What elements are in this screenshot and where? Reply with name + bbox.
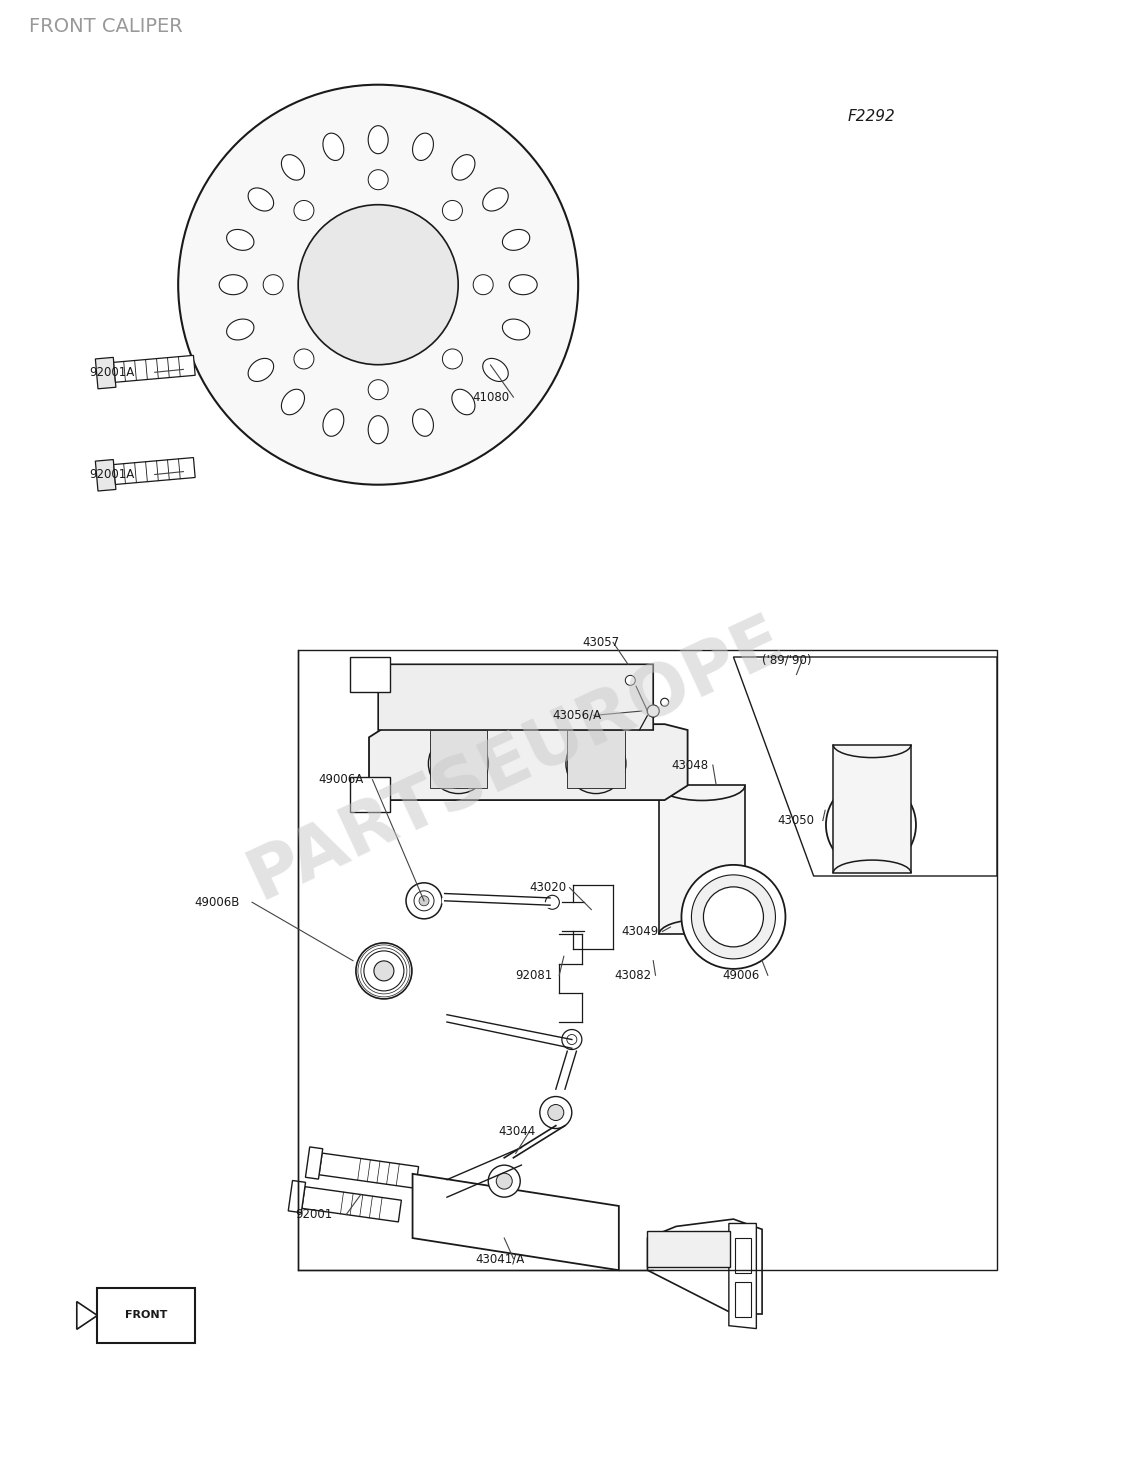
Text: 92001A: 92001A	[89, 469, 134, 480]
Ellipse shape	[323, 409, 344, 437]
Ellipse shape	[249, 358, 274, 381]
Circle shape	[566, 733, 626, 794]
Polygon shape	[369, 724, 688, 800]
Ellipse shape	[413, 409, 433, 437]
Circle shape	[661, 698, 668, 707]
Text: 43056/A: 43056/A	[552, 710, 602, 721]
Text: 43082: 43082	[614, 969, 651, 981]
Text: 43048: 43048	[672, 759, 708, 771]
Text: 49006A: 49006A	[319, 774, 363, 785]
Text: 49006B: 49006B	[195, 896, 241, 908]
Circle shape	[834, 788, 908, 861]
Ellipse shape	[227, 229, 254, 250]
Ellipse shape	[502, 320, 529, 340]
Circle shape	[298, 204, 458, 365]
Circle shape	[368, 380, 388, 400]
Circle shape	[540, 1096, 572, 1129]
Polygon shape	[647, 1219, 762, 1314]
Text: 43050: 43050	[777, 815, 814, 826]
Polygon shape	[113, 457, 195, 485]
Circle shape	[374, 961, 394, 981]
Circle shape	[293, 200, 314, 220]
Circle shape	[826, 780, 916, 870]
Polygon shape	[350, 777, 390, 812]
Ellipse shape	[323, 133, 344, 161]
Text: 43044: 43044	[499, 1126, 536, 1137]
Polygon shape	[659, 785, 745, 934]
Polygon shape	[729, 1223, 756, 1329]
Polygon shape	[413, 1174, 619, 1270]
Polygon shape	[301, 1187, 401, 1222]
Circle shape	[488, 1165, 520, 1197]
Circle shape	[368, 169, 388, 190]
Circle shape	[442, 200, 463, 220]
Polygon shape	[289, 1181, 306, 1213]
Ellipse shape	[282, 155, 305, 180]
Text: FRONT: FRONT	[125, 1311, 167, 1320]
Ellipse shape	[227, 320, 254, 340]
Polygon shape	[113, 355, 195, 383]
Circle shape	[647, 705, 659, 717]
Ellipse shape	[282, 390, 305, 415]
Ellipse shape	[219, 274, 248, 295]
Polygon shape	[567, 730, 625, 788]
Circle shape	[682, 864, 785, 969]
Polygon shape	[735, 1282, 751, 1317]
Text: 43041/A: 43041/A	[476, 1253, 525, 1264]
Ellipse shape	[482, 188, 508, 212]
Circle shape	[264, 274, 283, 295]
Text: PARTSEUROPE: PARTSEUROPE	[237, 604, 794, 914]
Text: 43057: 43057	[582, 637, 619, 648]
Ellipse shape	[482, 358, 508, 381]
Ellipse shape	[509, 274, 537, 295]
Polygon shape	[833, 745, 911, 873]
Text: ('89/'90): ('89/'90)	[762, 654, 811, 666]
Circle shape	[293, 349, 314, 369]
Circle shape	[437, 742, 480, 785]
Ellipse shape	[368, 416, 388, 444]
Circle shape	[429, 733, 488, 794]
Polygon shape	[97, 1288, 195, 1343]
Polygon shape	[306, 1148, 323, 1180]
Circle shape	[548, 1105, 564, 1120]
Circle shape	[691, 875, 776, 959]
Circle shape	[626, 676, 635, 685]
Polygon shape	[350, 657, 390, 692]
Ellipse shape	[413, 133, 433, 161]
Circle shape	[356, 943, 411, 999]
Text: 43049: 43049	[621, 926, 659, 937]
Polygon shape	[430, 730, 487, 788]
Polygon shape	[95, 460, 116, 491]
Text: 43020: 43020	[529, 882, 566, 894]
Polygon shape	[319, 1153, 418, 1188]
Text: 92001: 92001	[296, 1209, 333, 1221]
Text: 49006: 49006	[722, 969, 760, 981]
Polygon shape	[378, 664, 653, 730]
Circle shape	[406, 883, 442, 918]
Text: FRONT CALIPER: FRONT CALIPER	[29, 16, 182, 36]
Circle shape	[473, 274, 493, 295]
Circle shape	[178, 85, 579, 485]
Ellipse shape	[452, 155, 474, 180]
Text: 41080: 41080	[472, 391, 509, 403]
Circle shape	[442, 349, 463, 369]
Ellipse shape	[368, 126, 388, 153]
Text: F2292: F2292	[848, 110, 896, 124]
Polygon shape	[77, 1302, 97, 1329]
Circle shape	[496, 1174, 512, 1188]
Circle shape	[704, 886, 763, 948]
Ellipse shape	[249, 188, 274, 212]
Circle shape	[419, 896, 429, 905]
Ellipse shape	[452, 390, 474, 415]
Ellipse shape	[502, 229, 529, 250]
Text: 92081: 92081	[516, 969, 554, 981]
Polygon shape	[735, 1238, 751, 1273]
Circle shape	[545, 895, 559, 910]
Text: 92001A: 92001A	[89, 366, 134, 378]
Polygon shape	[647, 1231, 730, 1267]
Circle shape	[574, 742, 618, 785]
Polygon shape	[95, 358, 116, 388]
Circle shape	[562, 1029, 582, 1050]
